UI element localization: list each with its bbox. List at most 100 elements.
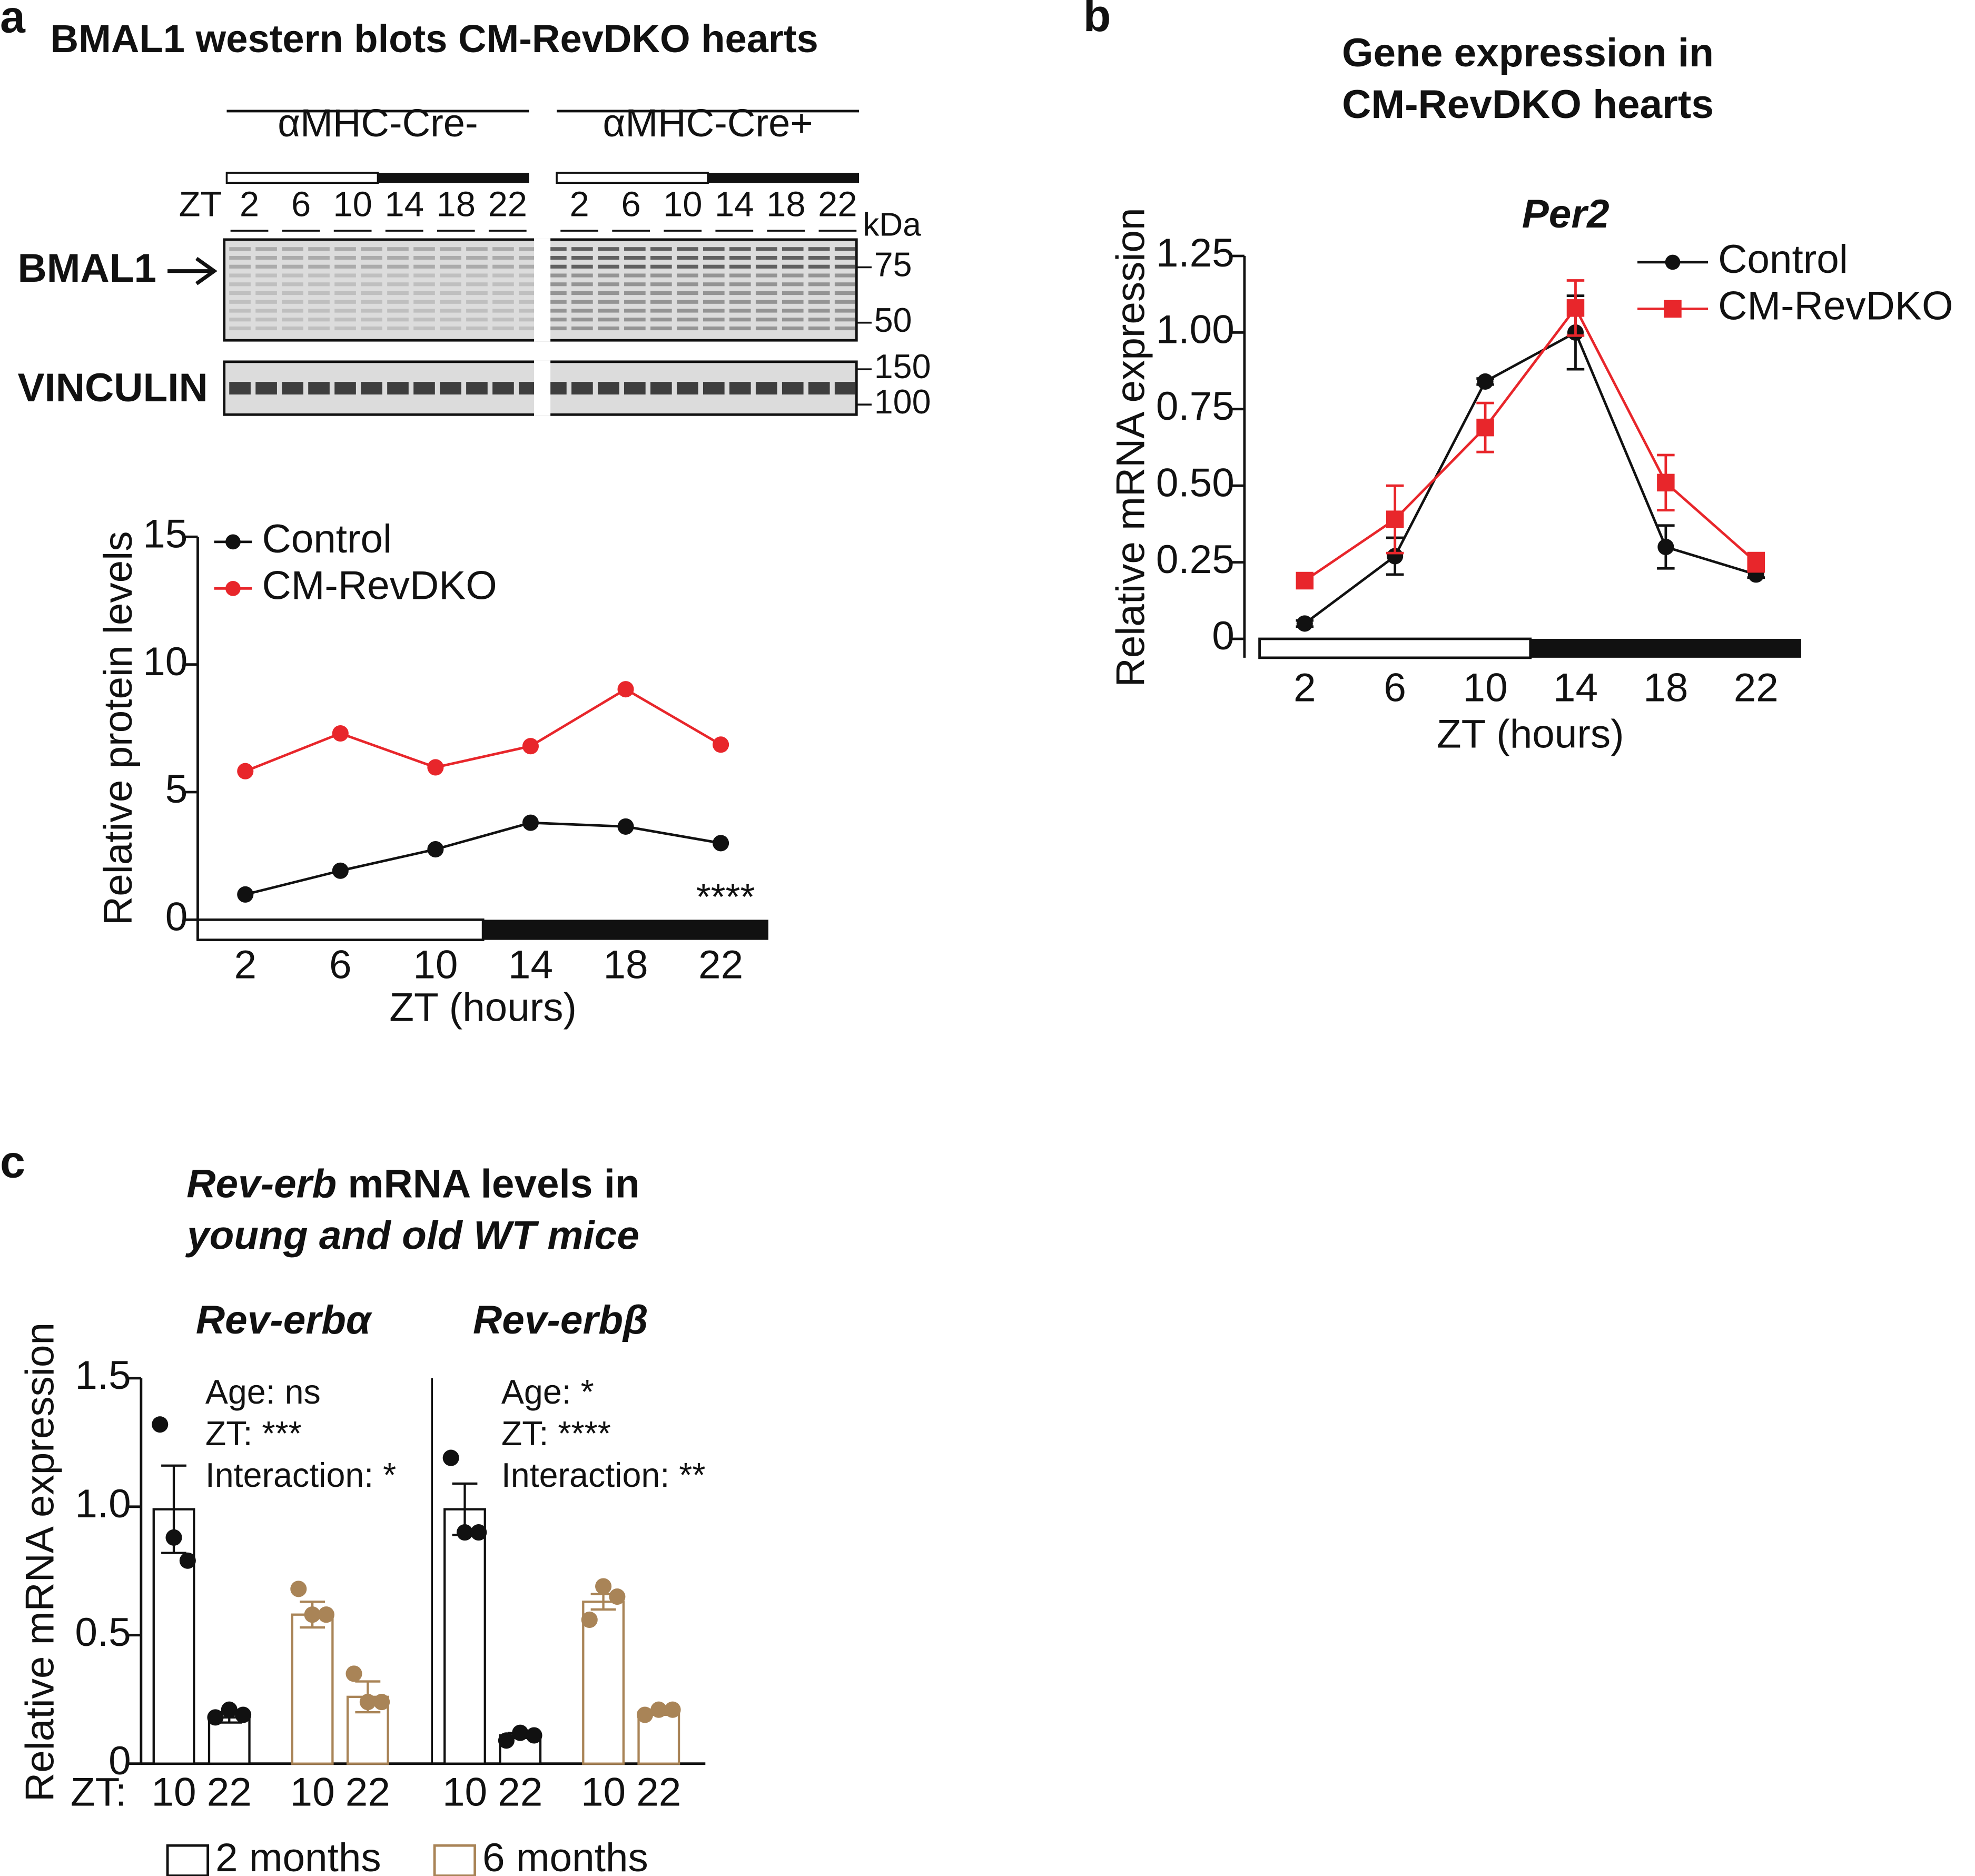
blot-band: [466, 382, 488, 395]
blot-band: [834, 318, 856, 322]
blot-band: [624, 264, 646, 269]
blot-band: [308, 318, 330, 322]
blot-band: [650, 255, 672, 260]
data-point: [1296, 571, 1314, 590]
title-part: Rev-erb: [186, 1162, 337, 1207]
blot-band: [755, 318, 777, 322]
blot-gap: [534, 360, 551, 416]
x-tick-label: 22: [636, 1770, 681, 1815]
bar: [291, 1613, 334, 1765]
data-point: [713, 835, 729, 852]
blot-band: [466, 318, 488, 322]
band-name: VINCULIN: [17, 366, 208, 410]
blot-band: [387, 273, 409, 278]
blot-band: [571, 255, 593, 260]
blot-band: [229, 326, 251, 331]
blot-band: [808, 291, 830, 295]
blot-band: [334, 326, 356, 331]
blot-band: [440, 282, 461, 287]
blot-band: [729, 282, 751, 287]
lane-label: 22: [818, 184, 857, 224]
blot-band: [308, 309, 330, 313]
x-prefix: ZT:: [71, 1770, 126, 1815]
blot-band: [755, 282, 777, 287]
y-tick-label: 1.0: [75, 1482, 131, 1526]
x-tick-label: 22: [498, 1770, 542, 1815]
chart-title: young and old WT mice: [185, 1213, 639, 1258]
blot-band: [519, 255, 540, 260]
legend-marker: [225, 580, 241, 596]
blot-band: [571, 282, 593, 287]
x-tick-label: 10: [413, 942, 458, 987]
blot-band: [440, 264, 461, 269]
blot-band: [729, 318, 751, 322]
y-axis-label: Relative mRNA expression: [1109, 208, 1153, 687]
blot-band: [782, 300, 804, 304]
blot-band: [598, 255, 619, 260]
chart-subtitle: Per2: [1522, 192, 1609, 236]
blot-band: [545, 300, 567, 304]
blot-band: [676, 255, 698, 260]
x-tick-label: 10: [290, 1770, 335, 1815]
blot-band: [782, 291, 804, 295]
blot-band: [598, 282, 619, 287]
light-bar: [556, 172, 709, 184]
blot-band: [782, 247, 804, 251]
blot-band: [834, 300, 856, 304]
size-marker: 50: [874, 301, 912, 339]
data-point: [235, 1706, 252, 1723]
data-point: [165, 1529, 182, 1546]
blot-band: [808, 300, 830, 304]
blot-band: [334, 318, 356, 322]
blot-band: [413, 247, 435, 251]
blot-band: [729, 300, 751, 304]
blot-band: [545, 309, 567, 313]
blot-band: [624, 255, 646, 260]
blot-band: [808, 247, 830, 251]
blot-band: [466, 264, 488, 269]
x-tick-label: 10: [1463, 665, 1508, 710]
blot-band: [808, 264, 830, 269]
blot-band: [808, 309, 830, 313]
blot-band: [334, 282, 356, 287]
bar: [443, 1508, 486, 1765]
data-point: [237, 886, 254, 903]
blot-band: [387, 382, 409, 395]
blot-band: [598, 247, 619, 251]
blot-band: [492, 247, 514, 251]
blot-band: [387, 264, 409, 269]
blot-band: [413, 291, 435, 295]
blot-band: [729, 264, 751, 269]
x-axis-label: ZT (hours): [389, 985, 577, 1030]
data-point: [713, 736, 729, 753]
blot-band: [703, 255, 725, 260]
blot-band: [676, 309, 698, 313]
blot-band: [545, 382, 567, 395]
dark-phase: [483, 920, 768, 940]
blot-band: [466, 309, 488, 313]
series-line: [245, 821, 721, 896]
blot-band: [440, 309, 461, 313]
blot-band: [729, 382, 751, 395]
blot-band: [703, 282, 725, 287]
data-point: [470, 1524, 487, 1541]
blot-band: [571, 300, 593, 304]
blot-band: [440, 255, 461, 260]
blot-band: [492, 273, 514, 278]
y-tick-label: 0.25: [1156, 537, 1235, 582]
y-tick-label: 0.50: [1156, 460, 1235, 505]
blot-band: [255, 247, 277, 251]
blot-band: [519, 247, 540, 251]
blot-band: [676, 291, 698, 295]
blot-band: [729, 309, 751, 313]
x-tick-label: 6: [329, 942, 352, 987]
blot-band: [755, 247, 777, 251]
blot-band: [650, 300, 672, 304]
blot-band: [650, 264, 672, 269]
blot-band: [413, 318, 435, 322]
blot-band: [255, 273, 277, 278]
blot-band: [361, 264, 382, 269]
blot-band: [598, 291, 619, 295]
data-point: [1477, 373, 1494, 390]
